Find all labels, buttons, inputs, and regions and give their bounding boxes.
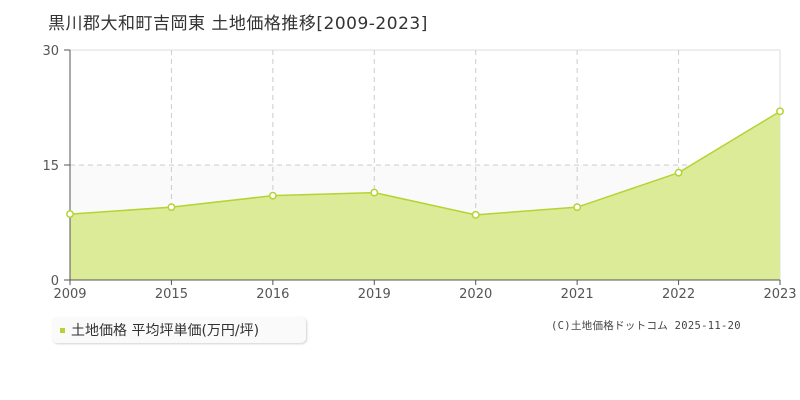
y-tick-label: 30: [42, 44, 59, 59]
area-fill: [70, 111, 780, 280]
upper-band: [70, 50, 780, 165]
x-tick-label: 2016: [256, 287, 289, 302]
data-point: [66, 210, 74, 219]
x-tick-label: 2020: [459, 287, 492, 302]
data-points: [66, 107, 784, 219]
data-point: [674, 168, 683, 177]
data-point: [370, 188, 379, 197]
data-area: [69, 110, 781, 280]
y-tick-label: 0: [51, 274, 59, 289]
x-tick-label: 2022: [662, 287, 695, 302]
y-tick-label: 15: [42, 159, 59, 174]
x-tick-label: 2009: [53, 287, 86, 302]
data-point: [268, 191, 277, 200]
x-tick-label: 2015: [155, 287, 188, 302]
legend-label: 土地価格 平均坪単価(万円/坪): [71, 323, 260, 339]
copyright-text: (C)土地価格ドットコム 2025-11-20: [551, 320, 741, 332]
legend: 土地価格 平均坪単価(万円/坪): [52, 317, 306, 343]
data-point: [471, 210, 480, 219]
chart-title: 黒川郡大和町吉岡東 土地価格推移[2009-2023]: [48, 14, 428, 34]
data-point: [573, 203, 582, 212]
data-point: [167, 203, 176, 212]
data-point: [776, 107, 784, 116]
x-tick-label: 2023: [763, 287, 796, 302]
x-axis-ticks: 2009 2015 2016 2019 2020 2021 2022 2023: [53, 280, 797, 302]
y-axis-ticks: 0 15 30: [42, 44, 70, 289]
data-line: [69, 110, 781, 216]
legend-swatch-icon: [60, 327, 65, 333]
x-tick-label: 2021: [561, 287, 594, 302]
x-tick-label: 2019: [358, 287, 391, 302]
